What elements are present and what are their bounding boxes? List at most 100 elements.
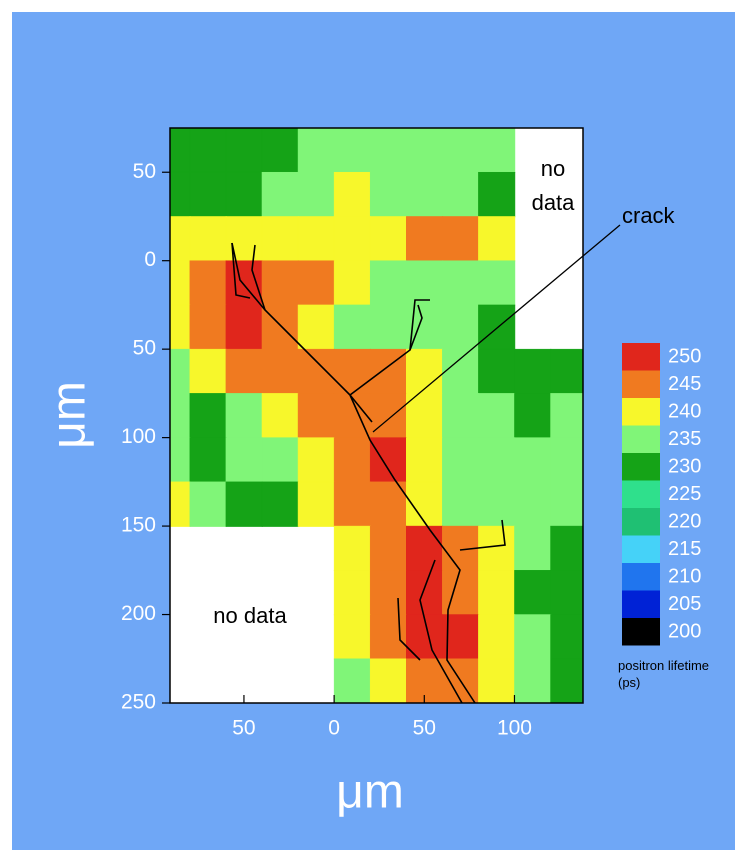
contour-cell bbox=[369, 658, 408, 703]
legend-swatch bbox=[622, 343, 660, 371]
contour-cell bbox=[261, 437, 299, 483]
contour-cell bbox=[189, 393, 227, 439]
legend-swatch bbox=[622, 453, 660, 481]
contour-cell bbox=[225, 216, 263, 262]
contour-cell bbox=[442, 216, 480, 262]
contour-cell bbox=[406, 260, 444, 306]
contour-cell bbox=[478, 525, 516, 572]
contour-cell bbox=[514, 348, 552, 395]
contour-cell bbox=[369, 304, 408, 350]
contour-cell bbox=[442, 260, 480, 306]
contour-cell bbox=[333, 481, 371, 527]
contour-cell bbox=[297, 260, 335, 306]
legend-label: 210 bbox=[668, 565, 701, 587]
annotation: no data bbox=[213, 603, 287, 628]
contour-cell bbox=[261, 260, 299, 306]
contour-cell bbox=[478, 171, 516, 218]
contour-cell bbox=[261, 481, 299, 527]
legend-swatch bbox=[622, 480, 660, 508]
contour-cell bbox=[514, 481, 552, 527]
contour-cell bbox=[333, 348, 371, 395]
contour-cell bbox=[333, 304, 371, 350]
contour-cell bbox=[333, 525, 371, 572]
contour-cell bbox=[550, 570, 583, 616]
contour-cell bbox=[478, 437, 516, 483]
annotation: no data bbox=[531, 156, 575, 215]
legend-swatch bbox=[622, 535, 660, 563]
contour-cell bbox=[369, 570, 408, 616]
contour-cell bbox=[406, 216, 444, 262]
legend-label: 230 bbox=[668, 455, 701, 477]
contour-cell bbox=[442, 481, 480, 527]
contour-cell bbox=[442, 393, 480, 439]
x-tick-label: 50 bbox=[232, 717, 255, 740]
contour-cell bbox=[333, 216, 371, 262]
contour-cell bbox=[333, 658, 371, 703]
contour-cell bbox=[514, 570, 552, 616]
contour-cell bbox=[261, 393, 299, 439]
contour-cell bbox=[225, 393, 263, 439]
contour-cell bbox=[478, 658, 516, 703]
contour-cell bbox=[369, 171, 408, 218]
contour-cell bbox=[297, 437, 335, 483]
contour-cell bbox=[478, 304, 516, 350]
contour-cell bbox=[369, 393, 408, 439]
contour-cell bbox=[261, 348, 299, 395]
y-tick-label: 0 bbox=[144, 248, 156, 271]
y-tick-label: 150 bbox=[121, 514, 156, 537]
contour-cell bbox=[514, 614, 552, 660]
contour-cell bbox=[478, 393, 516, 439]
colorbar-label: positron lifetime (ps) bbox=[618, 658, 710, 690]
y-axis-label: μm bbox=[43, 381, 96, 449]
plot-frame bbox=[169, 127, 584, 704]
contour-cell bbox=[406, 393, 444, 439]
annotation: crack bbox=[622, 203, 675, 228]
contour-cell bbox=[297, 393, 335, 439]
contour-cell bbox=[406, 171, 444, 218]
contour-cell bbox=[170, 171, 191, 218]
legend-swatch bbox=[622, 425, 660, 453]
contour-cell bbox=[225, 348, 263, 395]
contour-cell bbox=[189, 260, 227, 306]
contour-cell bbox=[478, 570, 516, 616]
contour-cell bbox=[333, 570, 371, 616]
contour-cell bbox=[170, 437, 191, 483]
contour-cell bbox=[369, 128, 408, 173]
y-tick-label: 200 bbox=[121, 602, 156, 625]
legend-swatch bbox=[622, 590, 660, 618]
contour-cell bbox=[442, 348, 480, 395]
contour-cell bbox=[297, 171, 335, 218]
contour-cell bbox=[170, 216, 191, 262]
legend-label: 245 bbox=[668, 373, 701, 395]
contour-cell bbox=[406, 348, 444, 395]
contour-cell bbox=[297, 128, 335, 173]
legend-label: 240 bbox=[668, 400, 701, 422]
contour-cell bbox=[297, 304, 335, 350]
contour-cell bbox=[225, 128, 263, 173]
contour-cell bbox=[297, 216, 335, 262]
contour-cell bbox=[225, 171, 263, 218]
contour-cell bbox=[369, 260, 408, 306]
legend-label: 205 bbox=[668, 593, 701, 615]
contour-cell bbox=[170, 260, 191, 306]
y-tick-label: 250 bbox=[121, 691, 156, 714]
contour-cell bbox=[189, 481, 227, 527]
contour-cell bbox=[369, 525, 408, 572]
legend-label: 200 bbox=[668, 620, 701, 642]
annotation-pointer bbox=[372, 224, 621, 433]
contour-cell bbox=[550, 614, 583, 660]
contour-cell bbox=[225, 304, 263, 350]
contour-cell bbox=[550, 658, 583, 703]
contour-cell bbox=[333, 171, 371, 218]
contour-cell bbox=[333, 260, 371, 306]
contour-cell bbox=[170, 304, 191, 350]
x-tick-label: 0 bbox=[328, 717, 340, 740]
contour-cell bbox=[170, 348, 191, 395]
contour-cell bbox=[550, 481, 583, 527]
contour-cell bbox=[406, 525, 444, 572]
contour-cell bbox=[261, 216, 299, 262]
legend-label: 220 bbox=[668, 510, 701, 532]
y-tick-label: 100 bbox=[121, 425, 156, 448]
contour-cell bbox=[406, 570, 444, 616]
contour-cell bbox=[478, 348, 516, 395]
